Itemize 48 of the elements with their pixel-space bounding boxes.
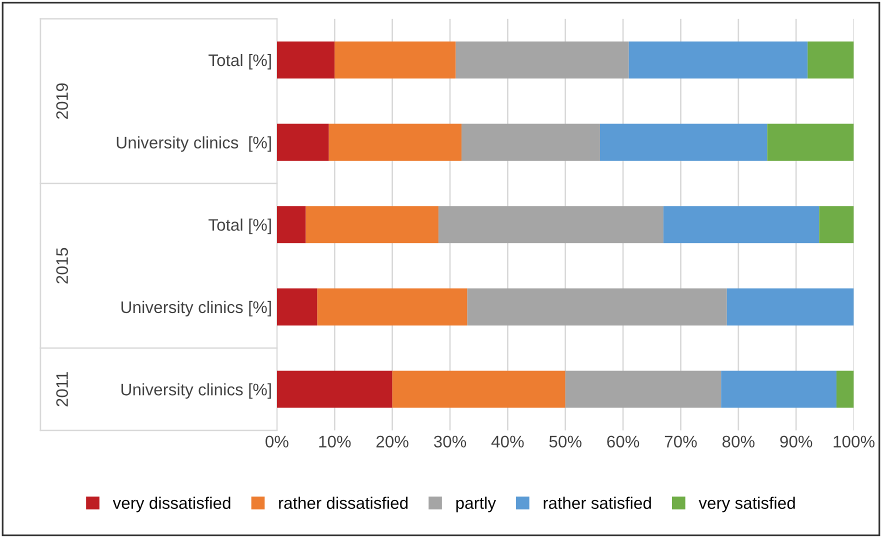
x-tick-label: 40% [491, 436, 524, 448]
bar [726, 288, 854, 326]
legend-label: very satisfied [698, 496, 795, 512]
bar [276, 206, 306, 244]
legend-label: rather satisfied [544, 496, 651, 509]
bar [819, 206, 854, 244]
bar [276, 288, 318, 326]
y-tick-label: Total [%] [208, 54, 271, 70]
bar [276, 370, 392, 408]
x-tick-label: 70% [664, 436, 697, 448]
bar [456, 41, 629, 79]
bar [767, 124, 854, 161]
bar [317, 288, 468, 326]
bar [600, 124, 768, 161]
x-tick-label: 20% [376, 436, 408, 448]
bar [276, 41, 335, 79]
bar [467, 288, 727, 326]
bar [721, 370, 836, 408]
legend-label: very dissatisfied [112, 496, 230, 512]
bar [334, 41, 456, 79]
bar [565, 370, 722, 408]
x-tick-label: 90% [780, 436, 812, 448]
x-tick-label: 100% [834, 436, 874, 448]
x-tick-label: 10% [319, 436, 351, 448]
text: 2019 [56, 83, 68, 119]
x-tick-label: 50% [549, 436, 582, 448]
text: 2015 [56, 248, 68, 284]
y-tick-label: University clinics [%] [116, 136, 271, 152]
x-tick-label: 80% [722, 436, 754, 448]
bar [663, 206, 820, 244]
legend-label: rather dissatisfied [279, 496, 408, 509]
bar [328, 124, 462, 161]
bar [462, 124, 600, 161]
bar [438, 206, 664, 244]
bar [808, 41, 854, 79]
text: 2011 [56, 372, 68, 406]
x-tick-label: 60% [607, 436, 640, 448]
bar [836, 370, 854, 408]
y-tick-label: University clinics [%] [121, 300, 271, 316]
bar [276, 124, 329, 161]
bar [392, 370, 566, 408]
x-tick-label: 30% [434, 436, 466, 448]
bar [306, 206, 438, 244]
bar [628, 41, 808, 79]
x-tick-label: 0% [266, 436, 288, 448]
y-tick-label: Total [%] [208, 218, 271, 234]
legend-label: partly [456, 496, 496, 512]
y-tick-label: University clinics [%] [121, 383, 271, 399]
